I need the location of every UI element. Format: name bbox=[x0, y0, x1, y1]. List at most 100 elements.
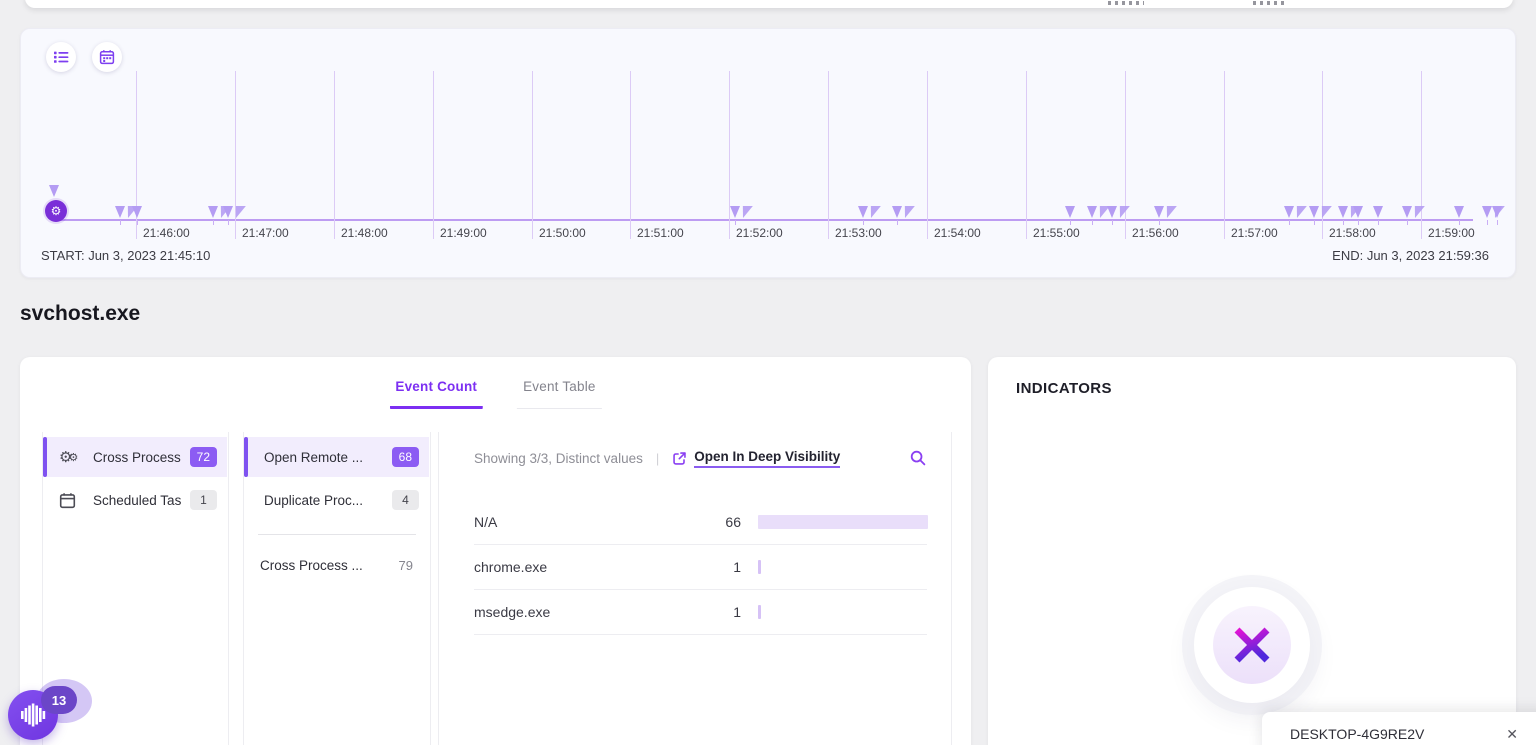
timeline-tick-label: 21:57:00 bbox=[1231, 226, 1278, 240]
count-badge: 4 bbox=[392, 490, 419, 510]
distinct-value-row[interactable]: msedge.exe 1 bbox=[474, 590, 927, 635]
timeline-start-node[interactable]: ⚙ bbox=[45, 200, 67, 222]
timeline-tick-label: 21:46:00 bbox=[143, 226, 190, 240]
marker-tick bbox=[863, 220, 864, 225]
event-marker-icon[interactable] bbox=[1482, 206, 1492, 218]
marker-tick bbox=[1289, 220, 1290, 225]
timeline-tick-label: 21:54:00 bbox=[934, 226, 981, 240]
timeline-gridline bbox=[1026, 71, 1027, 239]
event-marker-icon[interactable] bbox=[1065, 206, 1075, 218]
marker-tick bbox=[213, 220, 214, 225]
page-title: svchost.exe bbox=[20, 302, 140, 326]
gears-icon: ⚙⚙ bbox=[59, 448, 85, 466]
timeline-tick-label: 21:56:00 bbox=[1132, 226, 1179, 240]
calendar-icon bbox=[59, 492, 85, 509]
event-marker-icon[interactable] bbox=[1492, 206, 1502, 218]
marker-tick bbox=[1343, 220, 1344, 225]
marker-tick bbox=[1487, 220, 1488, 225]
marker-tick bbox=[897, 220, 898, 225]
event-marker-icon[interactable] bbox=[858, 206, 868, 218]
count-badge: 72 bbox=[190, 447, 217, 467]
marker-tick bbox=[137, 220, 138, 225]
divider: | bbox=[656, 451, 659, 466]
event-marker-icon[interactable] bbox=[1087, 206, 1097, 218]
marker-tick bbox=[1407, 220, 1408, 225]
marker-tick bbox=[1092, 220, 1093, 225]
event-marker-icon[interactable] bbox=[49, 185, 59, 197]
event-marker-icon[interactable] bbox=[1454, 206, 1464, 218]
timeline-baseline bbox=[55, 219, 1473, 221]
marker-tick bbox=[120, 220, 121, 225]
event-marker-icon[interactable] bbox=[1373, 206, 1383, 218]
calendar-view-icon bbox=[99, 49, 115, 65]
timeline-end-label: END: Jun 3, 2023 21:59:36 bbox=[1332, 248, 1489, 263]
search-button[interactable] bbox=[909, 449, 927, 467]
detail-header: Showing 3/3, Distinct values | Open In D… bbox=[474, 445, 927, 471]
timeline-tick-label: 21:53:00 bbox=[835, 226, 882, 240]
event-marker-icon[interactable] bbox=[132, 206, 142, 218]
subcategory-item[interactable]: Open Remote ... 68 bbox=[245, 437, 429, 477]
event-marker-icon[interactable] bbox=[115, 206, 125, 218]
open-in-deep-visibility-link[interactable]: Open In Deep Visibility bbox=[672, 449, 840, 468]
timeline-tick-label: 21:48:00 bbox=[341, 226, 388, 240]
marker-tick bbox=[1314, 220, 1315, 225]
app-root: 21:46:0021:47:0021:48:0021:49:0021:50:00… bbox=[0, 0, 1536, 745]
timeline-panel: 21:46:0021:47:0021:48:0021:49:0021:50:00… bbox=[20, 28, 1516, 278]
count-badge: 1 bbox=[190, 490, 217, 510]
x-cross-icon bbox=[1213, 606, 1291, 684]
event-marker-icon[interactable] bbox=[208, 206, 218, 218]
marker-tick bbox=[735, 220, 736, 225]
event-marker-icon[interactable] bbox=[1402, 206, 1412, 218]
category-item[interactable]: ⚙⚙ Cross Process 72 bbox=[44, 437, 227, 477]
timeline-tick-label: 21:55:00 bbox=[1033, 226, 1080, 240]
event-marker-icon[interactable] bbox=[1338, 206, 1348, 218]
event-marker-icon[interactable] bbox=[223, 206, 233, 218]
timeline-tick-label: 21:51:00 bbox=[637, 226, 684, 240]
subcategory-total-row[interactable]: Cross Process ... 79 bbox=[245, 545, 429, 585]
value-bar bbox=[758, 560, 761, 574]
subcategory-total-label: Cross Process ... bbox=[260, 558, 391, 573]
indicators-panel: INDICATORS bbox=[988, 357, 1516, 745]
subcategory-item[interactable]: Duplicate Proc... 4 bbox=[245, 480, 429, 520]
notification-badge: 13 bbox=[41, 686, 77, 714]
event-tabs: Event Count Event Table bbox=[389, 379, 601, 409]
event-marker-icon[interactable] bbox=[892, 206, 902, 218]
distinct-value-row[interactable]: chrome.exe 1 bbox=[474, 545, 927, 590]
timeline-tick-label: 21:59:00 bbox=[1428, 226, 1475, 240]
tab-event-table[interactable]: Event Table bbox=[517, 379, 602, 409]
indicators-empty-state bbox=[1194, 587, 1310, 703]
gear-icon: ⚙ bbox=[51, 204, 62, 218]
host-toast: DESKTOP-4G9RE2V ✕ bbox=[1262, 712, 1536, 745]
divider bbox=[258, 534, 416, 535]
tab-event-count[interactable]: Event Count bbox=[389, 379, 483, 409]
marker-tick bbox=[1159, 220, 1160, 225]
list-view-button[interactable] bbox=[46, 42, 76, 72]
count-badge: 68 bbox=[392, 447, 419, 467]
search-icon bbox=[909, 449, 927, 467]
distinct-value-row[interactable]: N/A 66 bbox=[474, 500, 927, 545]
event-marker-icon[interactable] bbox=[1284, 206, 1294, 218]
event-subcategory-list: Open Remote ... 68 Duplicate Proc... 4 C… bbox=[243, 432, 431, 745]
event-detail-pane: Showing 3/3, Distinct values | Open In D… bbox=[438, 432, 952, 745]
open-in-deep-visibility-label: Open In Deep Visibility bbox=[694, 449, 840, 468]
event-marker-icon[interactable] bbox=[730, 206, 740, 218]
event-marker-icon[interactable] bbox=[1353, 206, 1363, 218]
timeline-gridline bbox=[927, 71, 928, 239]
event-marker-icon[interactable] bbox=[1154, 206, 1164, 218]
showing-count-text: Showing 3/3, Distinct values bbox=[474, 451, 643, 466]
close-icon[interactable]: ✕ bbox=[1506, 718, 1518, 743]
timeline-tick-label: 21:58:00 bbox=[1329, 226, 1376, 240]
category-item[interactable]: Scheduled Tas... 1 bbox=[44, 480, 227, 520]
timeline-tick-label: 21:49:00 bbox=[440, 226, 487, 240]
marker-tick bbox=[1459, 220, 1460, 225]
event-marker-icon[interactable] bbox=[1309, 206, 1319, 218]
marker-tick bbox=[1070, 220, 1071, 225]
marker-tick bbox=[228, 220, 229, 225]
timeline-gridline bbox=[334, 71, 335, 239]
value-bar bbox=[758, 515, 928, 529]
event-marker-icon[interactable] bbox=[1107, 206, 1117, 218]
timeline-tick-label: 21:50:00 bbox=[539, 226, 586, 240]
calendar-view-button[interactable] bbox=[92, 42, 122, 72]
event-panel: Event Count Event Table ⚙⚙ Cross Process… bbox=[20, 357, 971, 745]
marker-tick bbox=[1112, 220, 1113, 225]
